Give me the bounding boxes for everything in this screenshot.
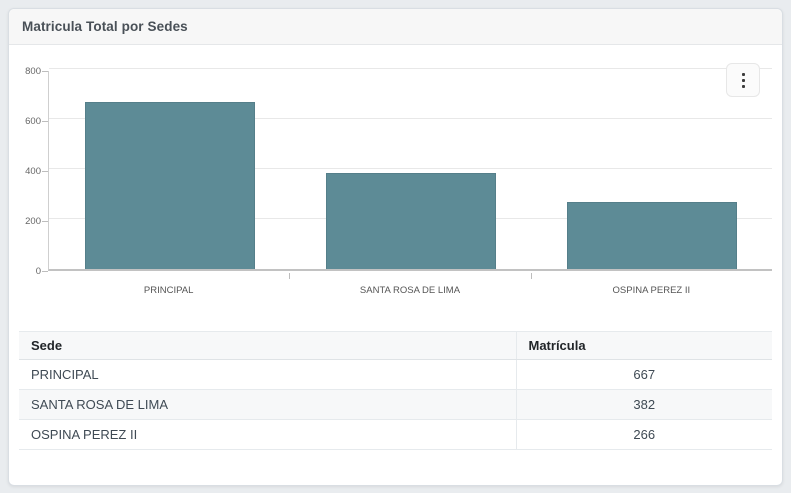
y-tick-label-600: 600 [25,115,41,127]
cell-matricula: 266 [515,419,772,450]
table-row: PRINCIPAL 667 [19,359,772,390]
cell-sede: PRINCIPAL [19,359,516,390]
x-category-label: OSPINA PEREZ II [612,285,691,296]
y-tick-mark [42,71,48,72]
y-tick-label-400: 400 [25,165,41,177]
x-tick-mark [530,273,532,279]
x-category-label: PRINCIPAL [143,285,194,296]
gridline-400 [49,168,772,169]
y-tick-mark [42,221,48,222]
bar-ospina-perez-ii[interactable] [567,202,738,269]
table-header-row: Sede Matrícula [19,331,772,360]
summary-table: Sede Matrícula PRINCIPAL 667 SANTA ROSA DE… [19,331,772,450]
table-row: OSPINA PEREZ II 266 [19,419,772,450]
cell-sede: SANTA ROSA DE LIMA [19,389,516,420]
cell-matricula: 667 [515,359,772,390]
cell-sede: OSPINA PEREZ II [19,419,516,450]
y-tick-label-800: 800 [25,65,41,77]
card-header: Matricula Total por Sedes [9,9,782,45]
y-tick-mark [42,271,48,272]
bar-principal[interactable] [84,102,255,269]
kebab-icon [741,72,745,76]
bar-santa-rosa-de-lima[interactable] [326,173,496,269]
chart-plot-area [48,68,772,271]
y-tick-label-0: 0 [35,265,41,277]
bar-chart: 0 200 400 600 800 PRINCIPAL SANTA ROSA DE LIMA… [9,45,782,331]
x-category-label: SANTA ROSA DE LIMA [359,285,461,296]
column-header-matricula: Matrícula [515,331,772,360]
cell-matricula: 382 [515,389,772,420]
gridline-600 [49,118,772,119]
x-tick-mark [289,273,291,279]
y-tick-label-200: 200 [25,215,41,227]
chart-card: Matricula Total por Sedes 0 200 400 600 800 P… [8,8,783,486]
table-row: SANTA ROSA DE LIMA 382 [19,389,772,420]
y-tick-mark [42,171,48,172]
gridline-800 [49,68,772,69]
chart-menu-button[interactable] [726,63,760,97]
y-tick-mark [42,121,48,122]
column-header-sede: Sede [19,331,516,360]
card-title: Matricula Total por Sedes [22,19,188,34]
